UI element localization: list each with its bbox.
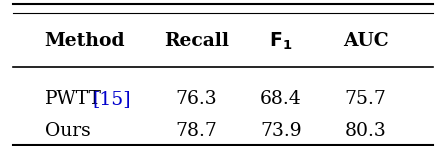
Text: 73.9: 73.9: [260, 122, 302, 140]
Text: [15]: [15]: [92, 90, 131, 108]
Text: Recall: Recall: [164, 32, 229, 50]
Text: 76.3: 76.3: [175, 90, 217, 108]
Text: 78.7: 78.7: [175, 122, 217, 140]
Text: PWTT: PWTT: [45, 90, 102, 108]
Text: 68.4: 68.4: [260, 90, 302, 108]
Text: Ours: Ours: [45, 122, 91, 140]
Text: 75.7: 75.7: [345, 90, 387, 108]
Text: $\mathbf{F}_\mathbf{1}$: $\mathbf{F}_\mathbf{1}$: [269, 30, 293, 52]
Text: 80.3: 80.3: [345, 122, 387, 140]
Text: Method: Method: [45, 32, 125, 50]
Text: AUC: AUC: [343, 32, 388, 50]
